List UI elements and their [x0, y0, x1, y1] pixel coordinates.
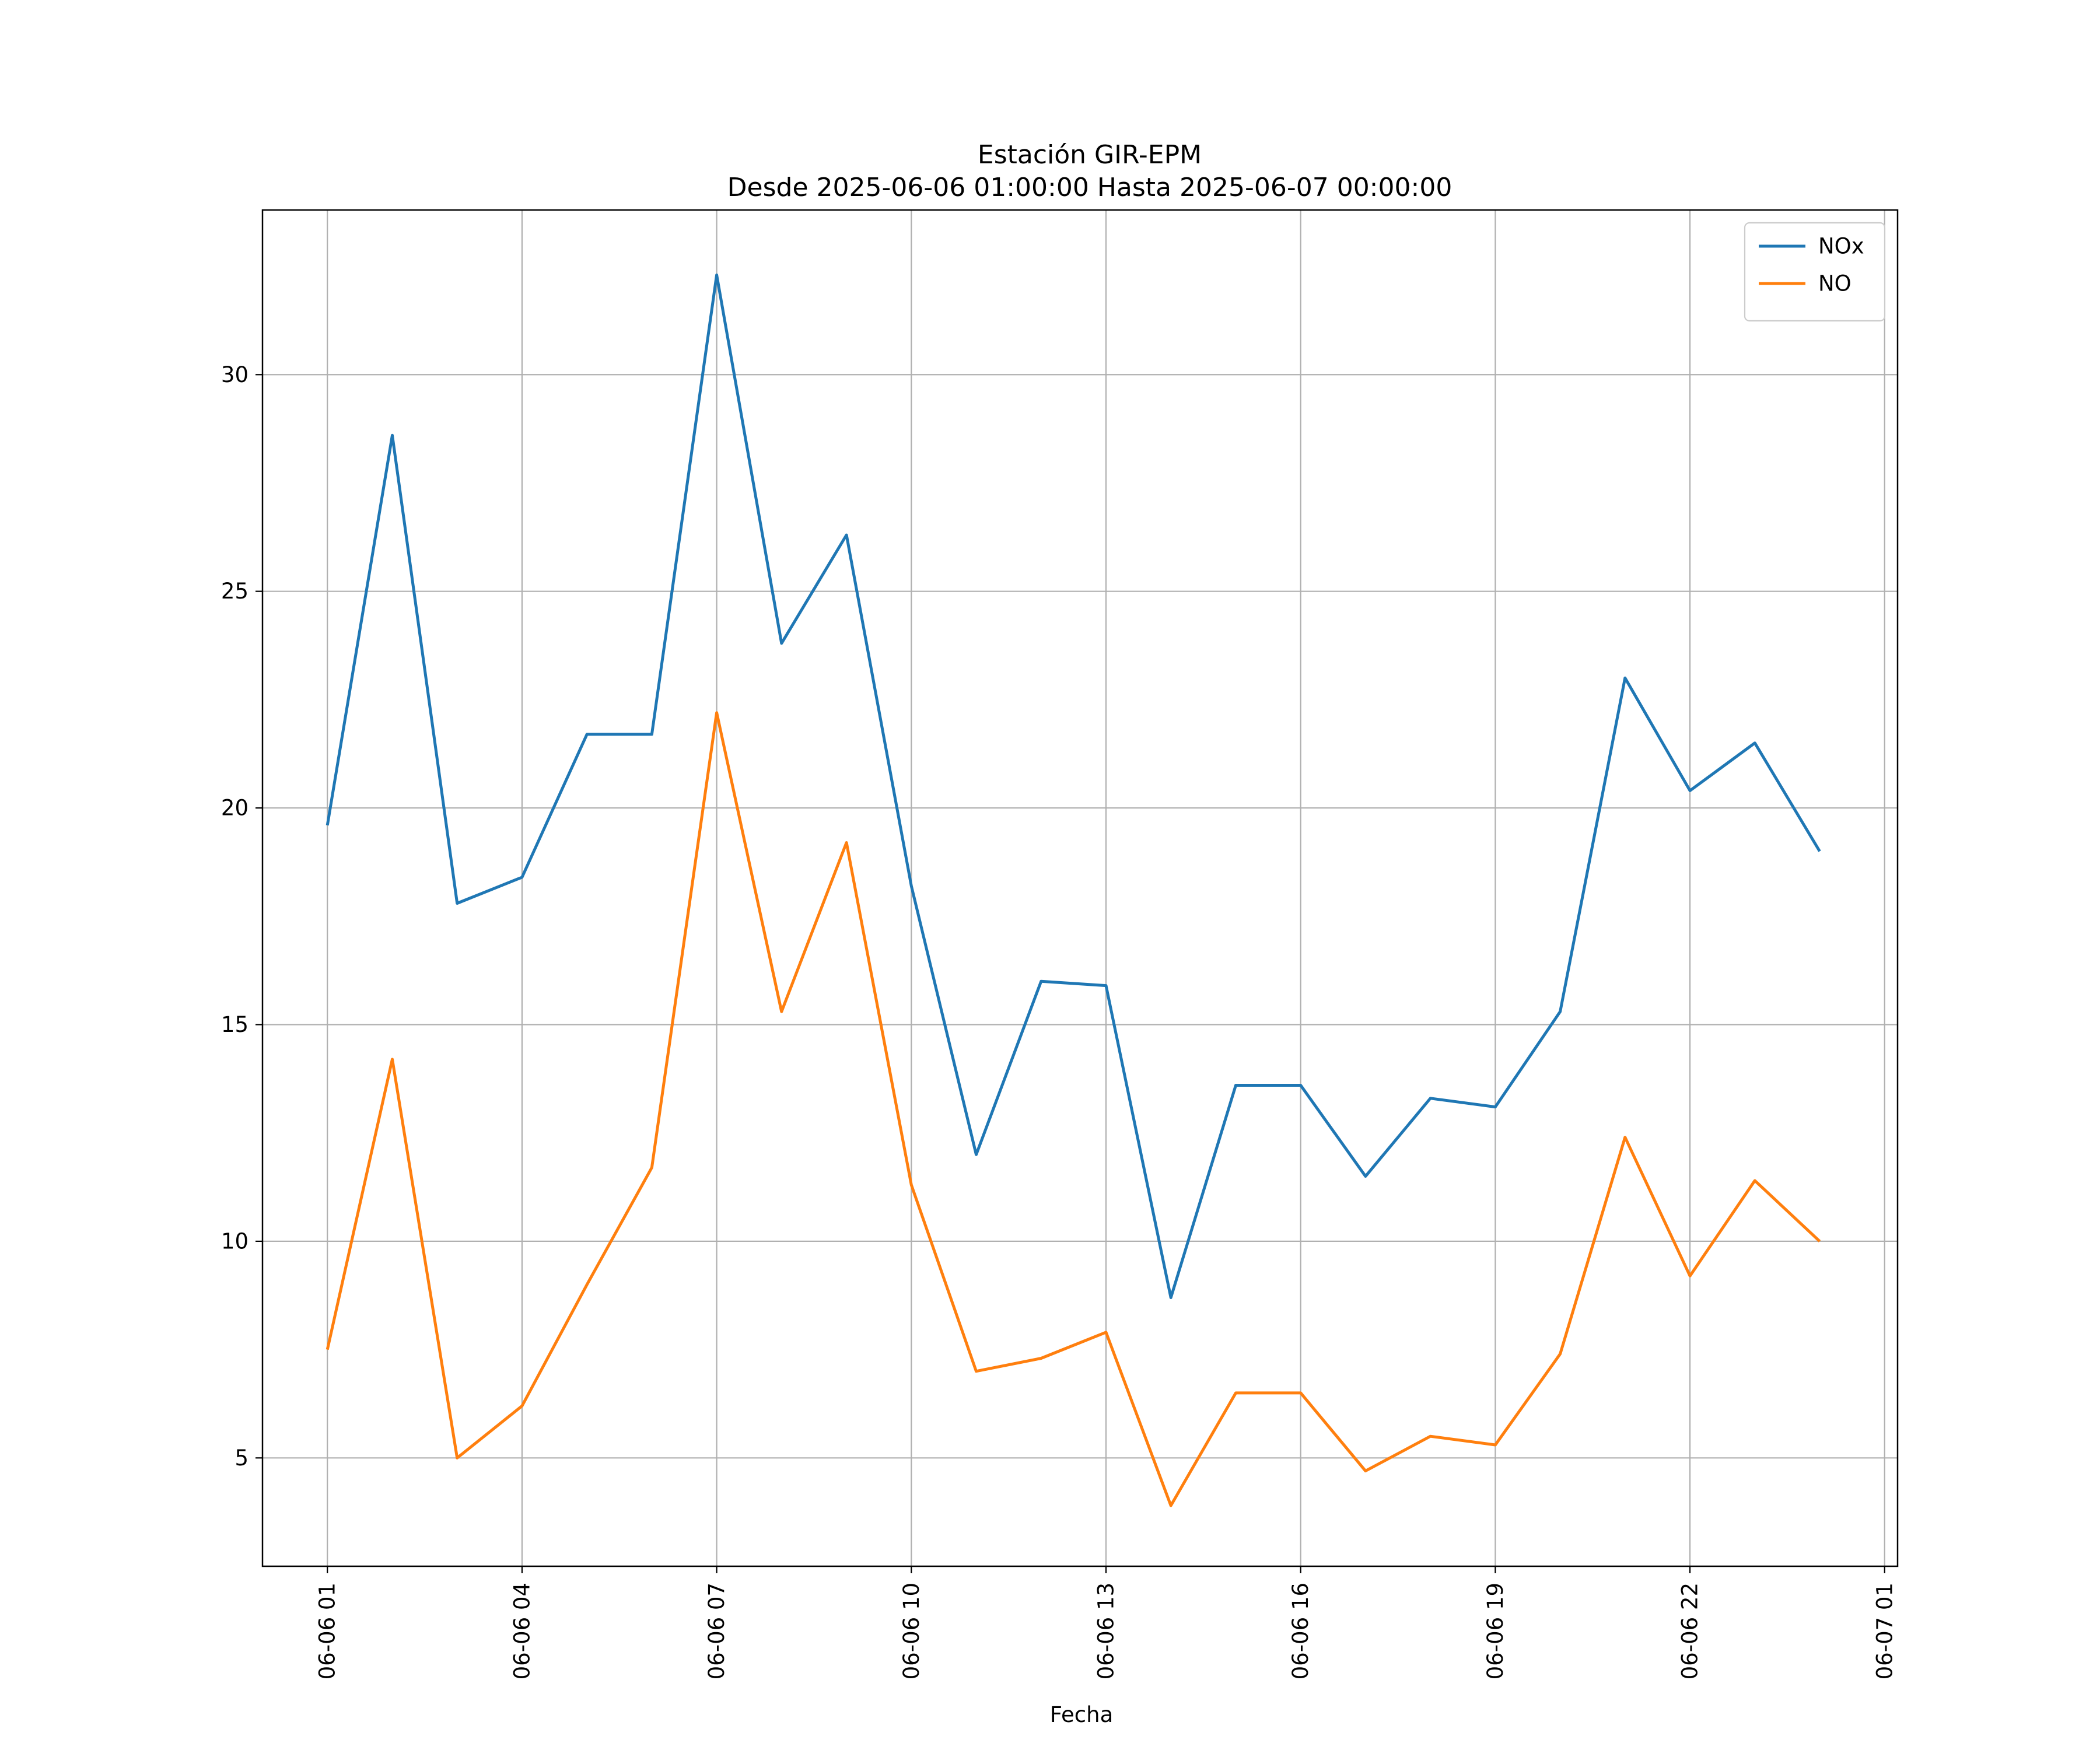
legend-label: NO [1818, 271, 1852, 296]
y-tick-label: 30 [221, 362, 249, 387]
x-tick-label: 06-06 19 [1483, 1583, 1508, 1679]
x-tick-label: 06-06 22 [1678, 1583, 1703, 1679]
legend: NOx NO [1744, 222, 1886, 322]
x-tick-label: 06-06 13 [1093, 1583, 1118, 1679]
x-axis: 06-06 01 06-06 04 06-06 07 06-06 10 06-06 13… [315, 1566, 1897, 1679]
y-tick-label: 10 [221, 1228, 249, 1254]
y-axis: 5 10 15 20 25 30 [221, 362, 262, 1471]
plot-area [326, 273, 1821, 1507]
y-tick-label: 20 [221, 796, 249, 821]
y-tick-label: 15 [221, 1012, 249, 1037]
x-tick-label: 06-06 07 [704, 1583, 729, 1679]
legend-label: NOx [1818, 234, 1864, 259]
chart-subtitle: Desde 2025-06-06 01:00:00 Hasta 2025-06-… [727, 173, 1452, 202]
x-tick-label: 06-06 10 [899, 1583, 924, 1679]
series-line-no [326, 711, 1821, 1507]
x-axis-label: Fecha [1050, 1702, 1114, 1727]
x-tick-label: 06-06 01 [315, 1583, 340, 1679]
series-line-nox [326, 273, 1821, 1299]
x-tick-label: 06-06 16 [1288, 1583, 1313, 1679]
x-tick-label: 06-06 04 [509, 1583, 534, 1679]
axes-frame [261, 209, 1899, 1567]
grid [262, 210, 1898, 1566]
y-tick-label: 5 [235, 1446, 249, 1471]
y-tick-label: 25 [221, 579, 249, 604]
x-tick-label: 06-07 01 [1872, 1583, 1897, 1679]
chart-title: Estación GIR-EPM [978, 140, 1202, 170]
